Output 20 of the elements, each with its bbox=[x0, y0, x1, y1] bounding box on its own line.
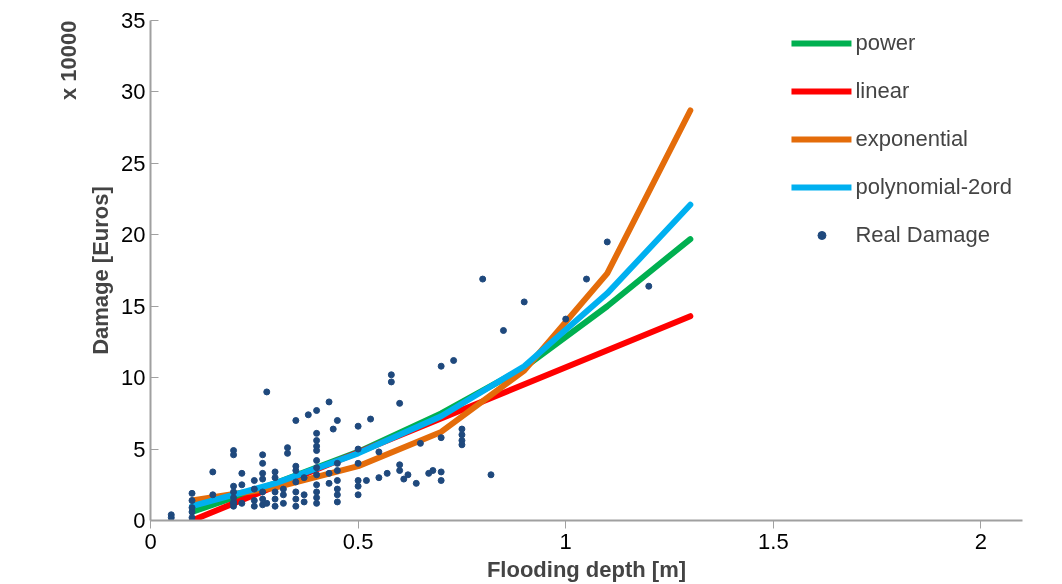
y-axis-title: Damage [Euros] bbox=[88, 186, 114, 355]
legend-label: power bbox=[855, 30, 916, 56]
y-tick-label: 0 bbox=[133, 508, 146, 533]
x-tick-label: 1 bbox=[559, 528, 572, 554]
legend-label: linear bbox=[855, 78, 910, 104]
y-tick-label: 5 bbox=[133, 436, 146, 462]
x-tick-label: 2 bbox=[974, 528, 988, 554]
x-tick-label: 1.5 bbox=[758, 528, 789, 554]
y-tick-label: 10 bbox=[121, 365, 146, 391]
y-tick-label: 20 bbox=[121, 222, 146, 248]
x-tick-label: 0.5 bbox=[342, 528, 374, 554]
legend-label: exponential bbox=[855, 126, 969, 152]
x-axis-title: Flooding depth [m] bbox=[486, 556, 687, 582]
y-tick-label: 30 bbox=[121, 79, 146, 105]
text: x 10000 bbox=[55, 20, 81, 101]
legend-label: Real Damage bbox=[855, 222, 990, 248]
legend-label: polynomial-2ord bbox=[855, 174, 1012, 200]
y-tick-label: 15 bbox=[121, 293, 146, 319]
y-tick-label: 35 bbox=[121, 8, 146, 33]
y-tick-label: 25 bbox=[121, 150, 146, 176]
